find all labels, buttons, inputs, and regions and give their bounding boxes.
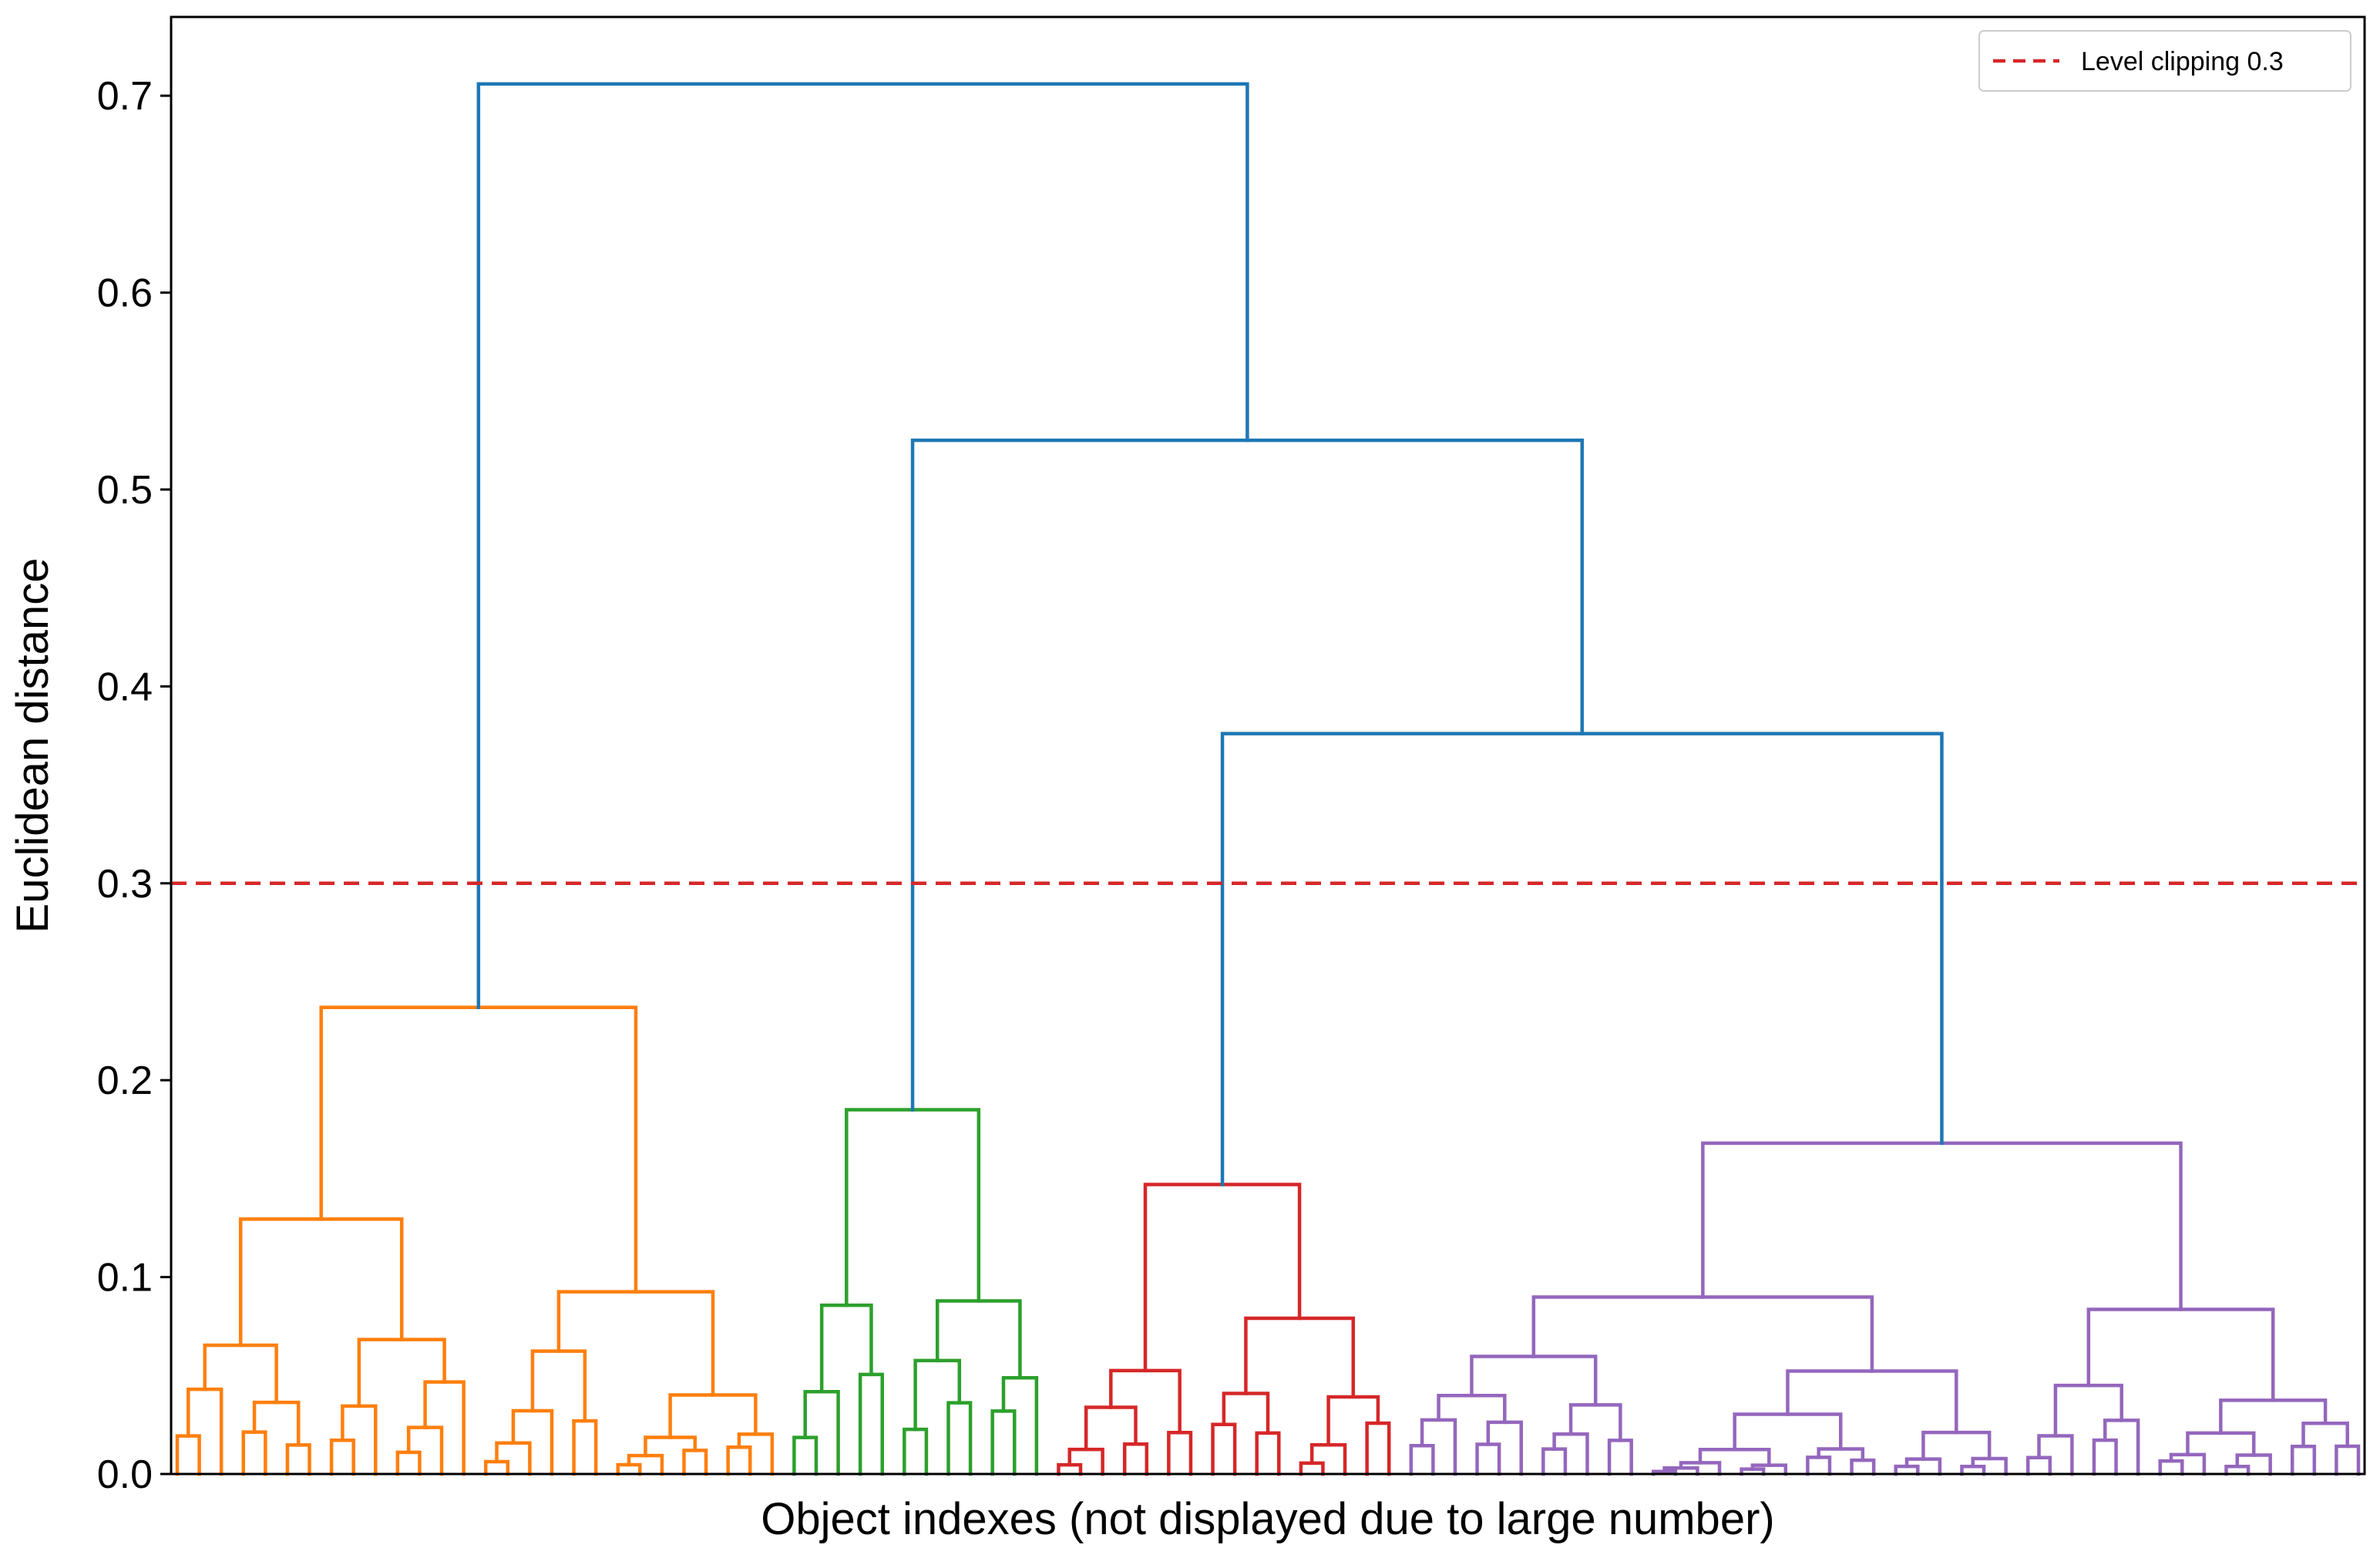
y-tick-label: 0.7 bbox=[97, 74, 153, 119]
y-tick-label: 0.1 bbox=[97, 1256, 153, 1301]
legend-label-threshold: Level clipping 0.3 bbox=[2081, 47, 2284, 76]
y-axis-ticks: 0.0 0.1 0.2 0.3 0.4 0.5 0.6 0.7 bbox=[97, 74, 171, 1497]
legend-box bbox=[1978, 30, 2351, 92]
y-tick-label: 0.6 bbox=[97, 271, 153, 316]
y-tick-label: 0.2 bbox=[97, 1058, 153, 1103]
dendrogram-link-top bbox=[476, 82, 1249, 1009]
axes-frame bbox=[170, 15, 2366, 1476]
y-tick-label: 0.0 bbox=[97, 1452, 153, 1497]
x-axis-label: Object indexes (not displayed due to lar… bbox=[761, 1494, 1774, 1544]
y-axis-label: Euclidean distance bbox=[8, 558, 58, 934]
y-tick-label: 0.4 bbox=[97, 665, 153, 709]
y-tick-label: 0.3 bbox=[97, 862, 153, 907]
y-tick-label: 0.5 bbox=[97, 468, 153, 513]
branches-group bbox=[175, 82, 2361, 1476]
legend: Level clipping 0.3 bbox=[1978, 30, 2351, 92]
